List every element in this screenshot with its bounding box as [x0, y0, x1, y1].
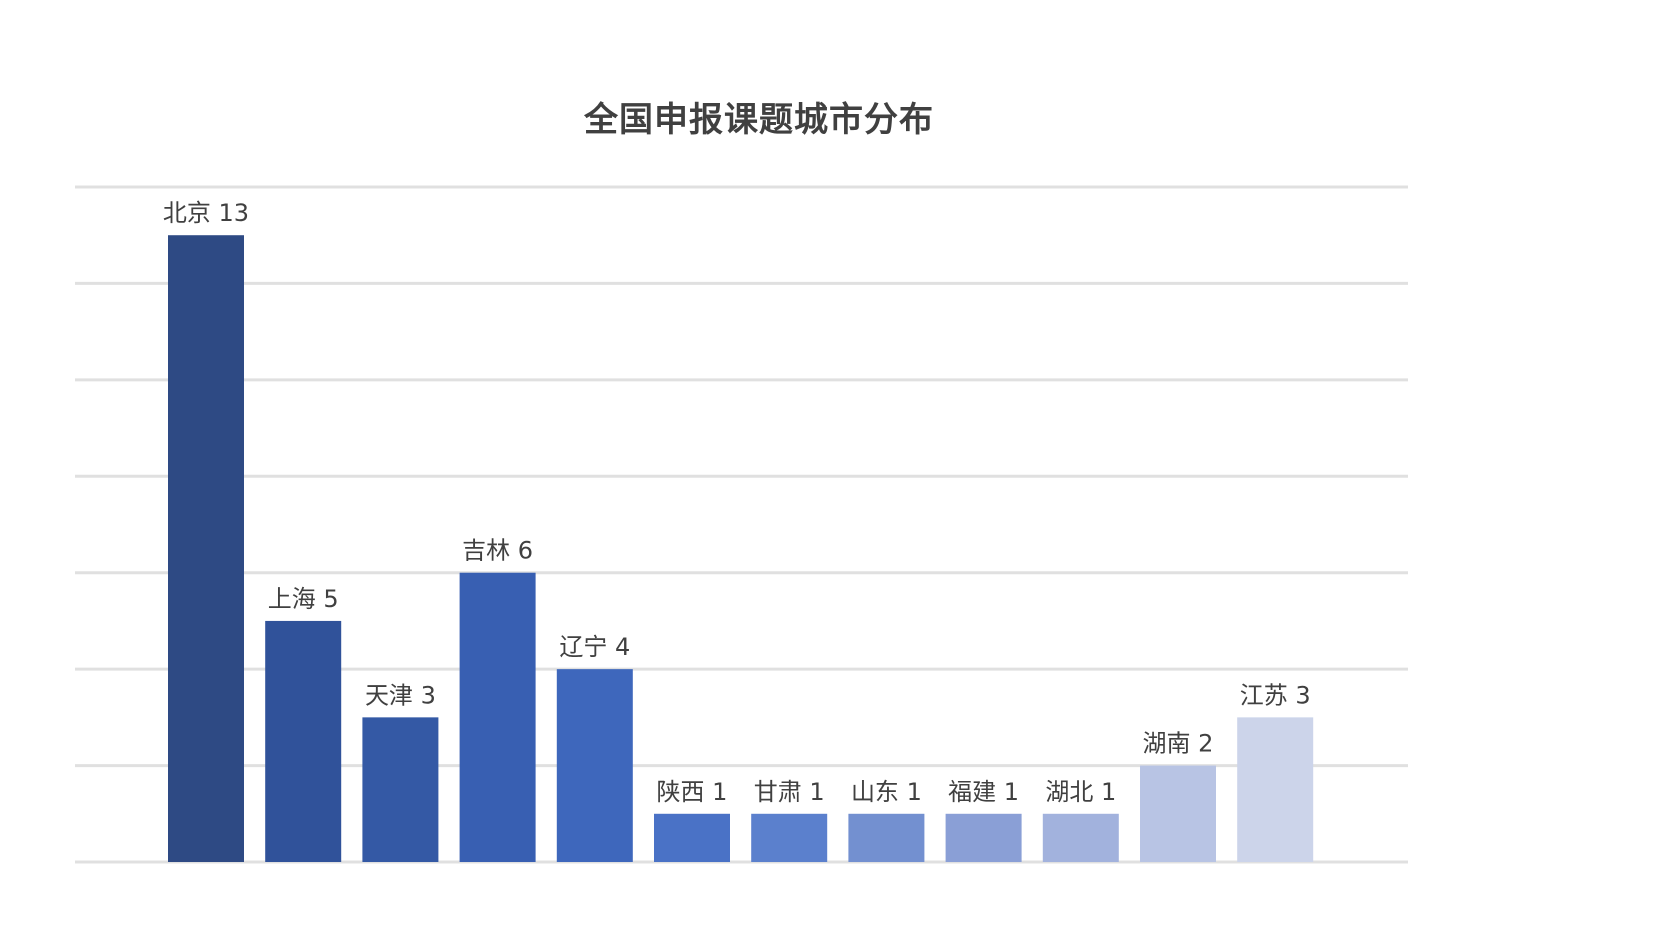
chart-title: 全国申报课题城市分布: [584, 100, 934, 140]
data-label-北京: 北京 13: [163, 199, 249, 227]
bar-山东: [848, 813, 925, 862]
bar-甘肃: [751, 813, 828, 862]
bar-江苏: [1237, 717, 1314, 862]
data-label-福建: 福建 1: [948, 778, 1019, 806]
bar-吉林: [459, 572, 536, 862]
data-label-甘肃: 甘肃 1: [754, 778, 825, 806]
data-label-湖南: 湖南 2: [1143, 730, 1214, 758]
bar-天津: [362, 717, 439, 862]
bars: [168, 235, 1314, 862]
data-label-江苏: 江苏 3: [1240, 681, 1311, 709]
bar-陕西: [654, 813, 730, 862]
data-labels: 北京 13 上海 5 天津 3 吉林 6 辽宁 4 陕西 1 甘肃 1 山东 1 福建 1 湖北 …: [163, 199, 1311, 806]
data-label-吉林: 吉林 6: [462, 537, 533, 565]
data-label-上海: 上海 5: [268, 585, 339, 613]
bar-上海: [265, 620, 342, 862]
bar-辽宁: [556, 669, 633, 862]
bar-福建: [945, 813, 1022, 862]
data-label-辽宁: 辽宁 4: [559, 633, 630, 661]
data-label-山东: 山东 1: [851, 778, 922, 806]
bar-北京: [168, 235, 244, 862]
bar-湖南: [1140, 765, 1216, 862]
data-label-湖北: 湖北 1: [1045, 778, 1116, 806]
data-label-陕西: 陕西 1: [657, 778, 728, 806]
data-label-天津: 天津 3: [365, 681, 436, 709]
bar-湖北: [1042, 813, 1119, 862]
